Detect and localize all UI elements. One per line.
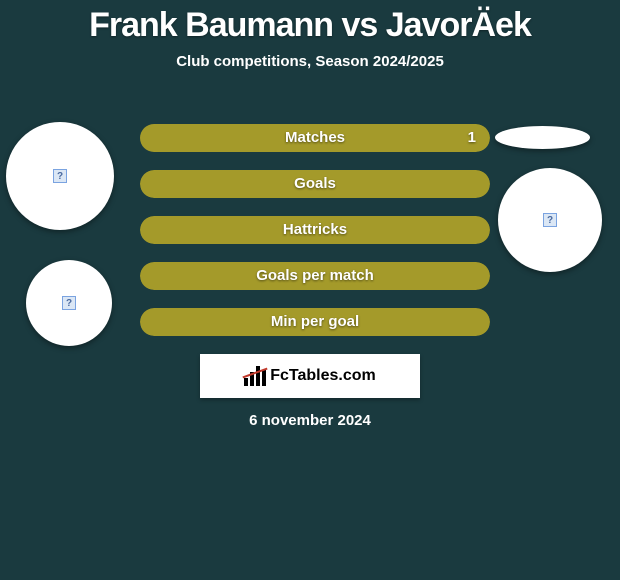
page-subtitle: Club competitions, Season 2024/2025 <box>0 53 620 70</box>
stat-row: Hattricks <box>140 216 490 244</box>
decor-ellipse-right <box>495 126 590 149</box>
player-avatar-right: ? <box>498 168 602 272</box>
stat-row: Min per goal <box>140 308 490 336</box>
brand-box: FcTables.com <box>200 354 420 398</box>
brand-text: FcTables.com <box>270 367 376 385</box>
stat-row: Goals <box>140 170 490 198</box>
stat-label: Min per goal <box>140 308 490 336</box>
stat-label: Goals per match <box>140 262 490 290</box>
stat-label: Matches <box>140 124 490 152</box>
stat-row: Goals per match <box>140 262 490 290</box>
brand-logo: FcTables.com <box>244 366 376 386</box>
stat-label: Goals <box>140 170 490 198</box>
stat-label: Hattricks <box>140 216 490 244</box>
date-label: 6 november 2024 <box>0 412 620 429</box>
page-title: Frank Baumann vs JavorÄek <box>0 0 620 45</box>
placeholder-icon: ? <box>53 169 67 183</box>
player-avatar-left-1: ? <box>6 122 114 230</box>
stat-row: Matches1 <box>140 124 490 152</box>
stat-rows: Matches1 Goals Hattricks Goals per match Min… <box>140 124 490 354</box>
placeholder-icon: ? <box>62 296 76 310</box>
player-avatar-left-2: ? <box>26 260 112 346</box>
placeholder-icon: ? <box>543 213 557 227</box>
brand-bars-icon <box>244 366 266 386</box>
stat-value-right: 1 <box>468 124 476 152</box>
